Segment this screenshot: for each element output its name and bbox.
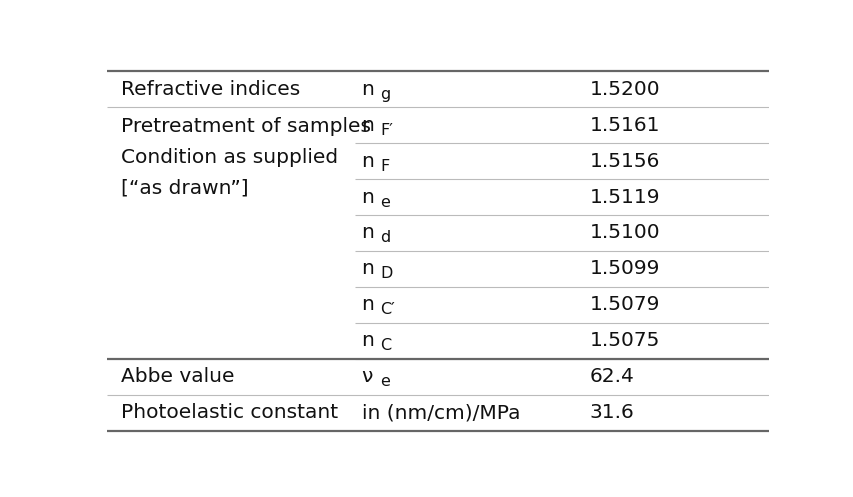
Text: 1.5079: 1.5079	[589, 295, 659, 315]
Text: Condition as supplied: Condition as supplied	[121, 148, 338, 167]
Text: n: n	[361, 331, 374, 350]
Text: Pretreatment of samples: Pretreatment of samples	[121, 117, 371, 136]
Text: n: n	[361, 152, 374, 170]
Text: C′: C′	[380, 302, 394, 318]
Text: e: e	[380, 194, 390, 210]
Text: 31.6: 31.6	[589, 404, 634, 422]
Text: Abbe value: Abbe value	[121, 367, 235, 386]
Text: 1.5100: 1.5100	[589, 224, 659, 243]
Text: F′: F′	[380, 123, 392, 138]
Text: n: n	[361, 224, 374, 243]
Text: n: n	[361, 116, 374, 135]
Text: 1.5161: 1.5161	[589, 116, 659, 135]
Text: 1.5200: 1.5200	[589, 80, 659, 98]
Text: g: g	[380, 86, 390, 101]
Text: F: F	[380, 159, 389, 173]
Text: n: n	[361, 295, 374, 315]
Text: 1.5075: 1.5075	[589, 331, 659, 350]
Text: Photoelastic constant: Photoelastic constant	[121, 404, 338, 422]
Text: 1.5099: 1.5099	[589, 259, 659, 278]
Text: n: n	[361, 187, 374, 207]
Text: D: D	[380, 266, 392, 281]
Text: Refractive indices: Refractive indices	[121, 80, 300, 98]
Text: n: n	[361, 259, 374, 278]
Text: 62.4: 62.4	[589, 367, 634, 386]
Text: ν: ν	[361, 367, 373, 386]
Text: e: e	[380, 374, 390, 389]
Text: in (nm/cm)/MPa: in (nm/cm)/MPa	[361, 404, 519, 422]
Text: 1.5156: 1.5156	[589, 152, 659, 170]
Text: n: n	[361, 80, 374, 98]
Text: [“as drawn”]: [“as drawn”]	[121, 178, 248, 197]
Text: 1.5119: 1.5119	[589, 187, 659, 207]
Text: d: d	[380, 231, 390, 246]
Text: C: C	[380, 338, 391, 353]
